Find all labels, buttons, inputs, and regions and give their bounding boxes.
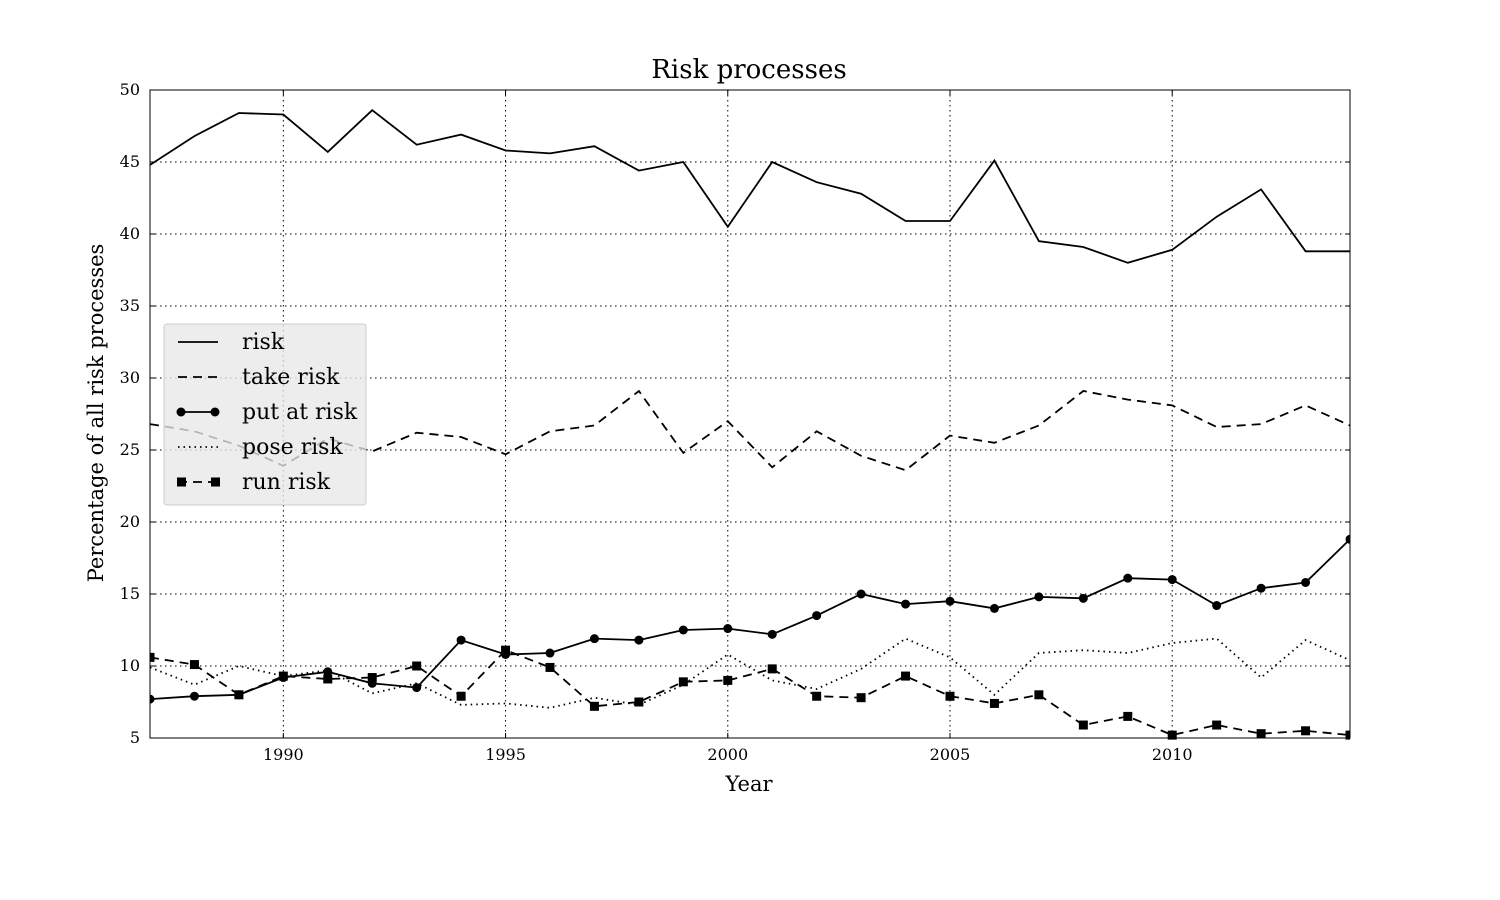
- y-tick-label: 50: [120, 80, 140, 99]
- legend-item-put-at-risk: put at risk: [176, 400, 358, 425]
- data-point-put-at-risk: [1212, 601, 1222, 611]
- data-point-run-risk: [767, 664, 777, 674]
- data-point-run-risk: [412, 661, 422, 671]
- data-point-run-risk: [367, 673, 377, 683]
- data-point-run-risk: [278, 671, 288, 681]
- data-point-put-at-risk: [856, 589, 866, 599]
- data-point-put-at-risk: [323, 667, 333, 677]
- data-point-run-risk: [189, 660, 199, 670]
- data-point-put-at-risk: [945, 596, 955, 606]
- y-tick-label: 40: [120, 224, 140, 243]
- data-point-put-at-risk: [989, 603, 999, 613]
- x-tick-label: 2010: [1152, 745, 1193, 764]
- y-tick-label: 10: [120, 656, 140, 675]
- data-point-run-risk: [1256, 729, 1266, 739]
- chart-title: Risk processes: [651, 55, 846, 85]
- legend-item-take-risk: take risk: [178, 365, 340, 390]
- data-point-run-risk: [989, 698, 999, 708]
- legend-marker: [176, 407, 186, 417]
- data-point-run-risk: [150, 652, 155, 662]
- data-point-run-risk: [1123, 711, 1133, 721]
- x-tick-label: 1995: [485, 745, 526, 764]
- data-point-run-risk: [678, 677, 688, 687]
- x-axis-label: Year: [724, 772, 773, 796]
- y-tick-label: 45: [120, 152, 140, 171]
- y-axis-label: Percentage of all risk processes: [84, 244, 108, 583]
- data-point-put-at-risk: [812, 611, 822, 621]
- data-point-run-risk: [1345, 730, 1350, 740]
- series-line-risk: [150, 109, 1350, 264]
- data-point-run-risk: [945, 691, 955, 701]
- series-run-risk: [150, 645, 1350, 740]
- legend-item-run-risk: run risk: [177, 470, 331, 495]
- y-tick-label: 20: [120, 512, 140, 531]
- data-point-put-at-risk: [901, 599, 911, 609]
- data-point-put-at-risk: [1256, 583, 1266, 593]
- legend-marker: [211, 477, 220, 487]
- y-tick-label: 15: [120, 584, 140, 603]
- data-point-put-at-risk: [189, 691, 199, 701]
- legend-label: take risk: [242, 365, 340, 390]
- legend-label: risk: [242, 330, 285, 355]
- x-tick-label: 2000: [707, 745, 748, 764]
- data-point-run-risk: [501, 645, 511, 655]
- legend-box: [163, 323, 367, 506]
- data-point-run-risk: [323, 674, 333, 684]
- data-point-put-at-risk: [767, 629, 777, 639]
- data-point-put-at-risk: [412, 683, 422, 693]
- data-point-put-at-risk: [678, 625, 688, 635]
- data-point-put-at-risk: [589, 634, 599, 644]
- data-point-run-risk: [545, 662, 555, 672]
- y-tick-label: 35: [120, 296, 140, 315]
- data-point-run-risk: [634, 697, 644, 707]
- data-point-run-risk: [1212, 720, 1222, 730]
- data-point-put-at-risk: [1301, 577, 1311, 587]
- y-tick-label: 5: [130, 728, 140, 747]
- data-point-run-risk: [234, 690, 244, 700]
- data-point-run-risk: [901, 671, 911, 681]
- data-point-put-at-risk: [723, 624, 733, 634]
- data-point-put-at-risk: [1034, 592, 1044, 602]
- data-point-run-risk: [812, 691, 822, 701]
- data-point-put-at-risk: [1078, 593, 1088, 603]
- legend-item-pose-risk: pose risk: [178, 435, 343, 460]
- ticks: 1990 1995 2000 2005 2010 5 10 15 20 25 30 35 40 45 50: [120, 80, 1350, 764]
- series-pose-risk: [150, 637, 1350, 709]
- y-tick-label: 30: [120, 368, 140, 387]
- series-line-pose-risk: [150, 637, 1350, 709]
- x-tick-label: 2005: [930, 745, 971, 764]
- data-point-run-risk: [723, 675, 733, 685]
- series-line-run-risk: [150, 649, 1350, 737]
- legend-marker: [177, 477, 186, 487]
- legend-label: put at risk: [242, 400, 358, 425]
- data-point-run-risk: [1034, 690, 1044, 700]
- data-point-run-risk: [856, 693, 866, 703]
- legend-marker: [210, 407, 220, 417]
- data-point-put-at-risk: [456, 635, 466, 645]
- y-tick-label: 25: [120, 440, 140, 459]
- data-point-put-at-risk: [150, 694, 155, 704]
- series-risk: [150, 109, 1350, 264]
- legend-label: run risk: [242, 470, 331, 495]
- data-point-put-at-risk: [545, 648, 555, 658]
- legend-label: pose risk: [242, 435, 343, 460]
- x-tick-label: 1990: [263, 745, 304, 764]
- data-point-run-risk: [589, 701, 599, 711]
- plot-frame: [149, 89, 1351, 739]
- data-point-put-at-risk: [634, 635, 644, 645]
- data-point-run-risk: [1301, 726, 1311, 736]
- data-point-run-risk: [456, 691, 466, 701]
- data-point-put-at-risk: [1345, 534, 1350, 544]
- data-point-put-at-risk: [1123, 573, 1133, 583]
- data-point-run-risk: [1078, 720, 1088, 730]
- legend-item-risk: risk: [178, 330, 285, 355]
- legend: risk take risk put at risk pose risk run ris…: [163, 323, 367, 506]
- data-point-put-at-risk: [1167, 575, 1177, 585]
